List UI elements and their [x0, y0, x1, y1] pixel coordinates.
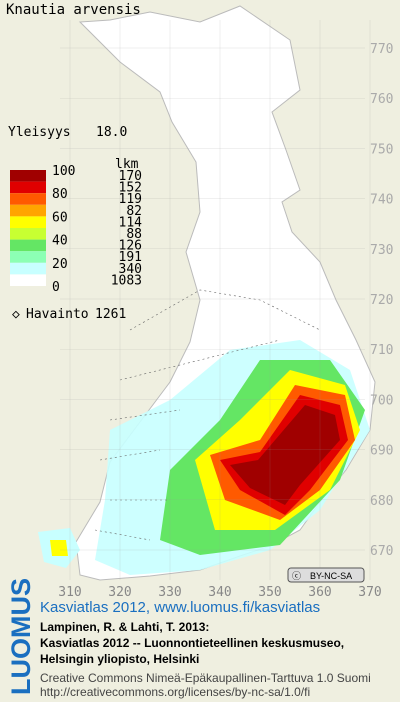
legend-count: 340	[119, 262, 142, 277]
y-tick-label: 670	[370, 544, 393, 559]
legend-count: 88	[126, 227, 142, 242]
legend-swatch	[10, 262, 46, 275]
legend-count: 126	[119, 239, 142, 254]
legend-scale-label: 0	[52, 280, 60, 295]
legend-swatch	[10, 274, 46, 286]
x-tick-label: 330	[158, 585, 181, 600]
footer: Lampinen, R. & Lahti, T. 2013: Kasviatlas…	[40, 620, 371, 699]
legend-swatch	[10, 216, 46, 228]
y-tick-label: 720	[370, 293, 393, 308]
citation-line: Kasviatlas 2012 -- Luonnontieteellinen k…	[40, 636, 344, 650]
y-tick-label: 730	[370, 243, 393, 258]
observation-count: 1261	[95, 307, 126, 322]
x-tick-label: 320	[108, 585, 131, 600]
legend-scale-label: 60	[52, 210, 68, 225]
x-tick-label: 340	[208, 585, 231, 600]
frequency-label: Yleisyys	[8, 125, 71, 140]
legend-count: 191	[119, 250, 142, 265]
legend-scale-label: 40	[52, 234, 68, 249]
x-tick-label: 350	[258, 585, 281, 600]
x-tick-label: 360	[308, 585, 331, 600]
y-tick-label: 700	[370, 393, 393, 408]
frequency-value: 18.0	[96, 125, 127, 140]
license-line: http://creativecommons.org/licenses/by-n…	[40, 685, 310, 699]
axes: 310 320 330 340 350 360 370 770 760 750 740 730 720 7…	[58, 20, 393, 600]
legend-count: 170	[119, 169, 142, 184]
legend-swatch	[10, 204, 46, 217]
y-tick-label: 710	[370, 343, 393, 358]
aland-core	[50, 540, 68, 556]
count-header: lkm	[115, 157, 139, 172]
y-tick-label: 680	[370, 494, 393, 509]
x-tick-label: 370	[358, 585, 381, 600]
legend-swatch	[10, 181, 46, 194]
observation-marker: ◇	[12, 307, 20, 322]
citation-line: Helsingin yliopisto, Helsinki	[40, 652, 199, 666]
legend-count: 119	[119, 192, 142, 207]
cc-mark: ⓒ	[292, 571, 301, 581]
legend-count: 114	[119, 215, 143, 230]
species-title: Knautia arvensis	[6, 2, 141, 18]
legend-count: 82	[126, 204, 142, 219]
legend-swatch	[10, 170, 46, 182]
legend-count: 1083	[111, 273, 142, 288]
observation-label: Havainto	[26, 307, 89, 322]
legend-count: 152	[119, 181, 142, 196]
legend-swatch	[10, 251, 46, 263]
license-line: Creative Commons Nimeä-Epäkaupallinen-Ta…	[40, 671, 371, 685]
y-tick-label: 690	[370, 444, 393, 459]
legend-swatch	[10, 228, 46, 240]
legend-scale-label: 20	[52, 257, 68, 272]
footer-link[interactable]: Kasviatlas 2012, www.luomus.fi/kasviatla…	[40, 599, 320, 616]
logo: LUOMUS	[6, 578, 36, 695]
legend-swatch	[10, 239, 46, 252]
y-tick-label: 740	[370, 193, 393, 208]
x-tick-label: 310	[58, 585, 81, 600]
legend-swatch	[10, 193, 46, 205]
legend-scale-label: 80	[52, 187, 68, 202]
y-tick-label: 750	[370, 142, 393, 157]
license-badge[interactable]	[287, 567, 365, 583]
y-tick-label: 760	[370, 92, 393, 107]
license-badge-text: BY-NC-SA	[310, 571, 352, 581]
legend-scale-label: 100	[52, 164, 75, 179]
citation-line: Lampinen, R. & Lahti, T. 2013:	[40, 620, 209, 634]
hatch-area	[94, 289, 321, 541]
y-tick-label: 770	[370, 42, 393, 57]
occurrence-darkred	[230, 405, 340, 505]
